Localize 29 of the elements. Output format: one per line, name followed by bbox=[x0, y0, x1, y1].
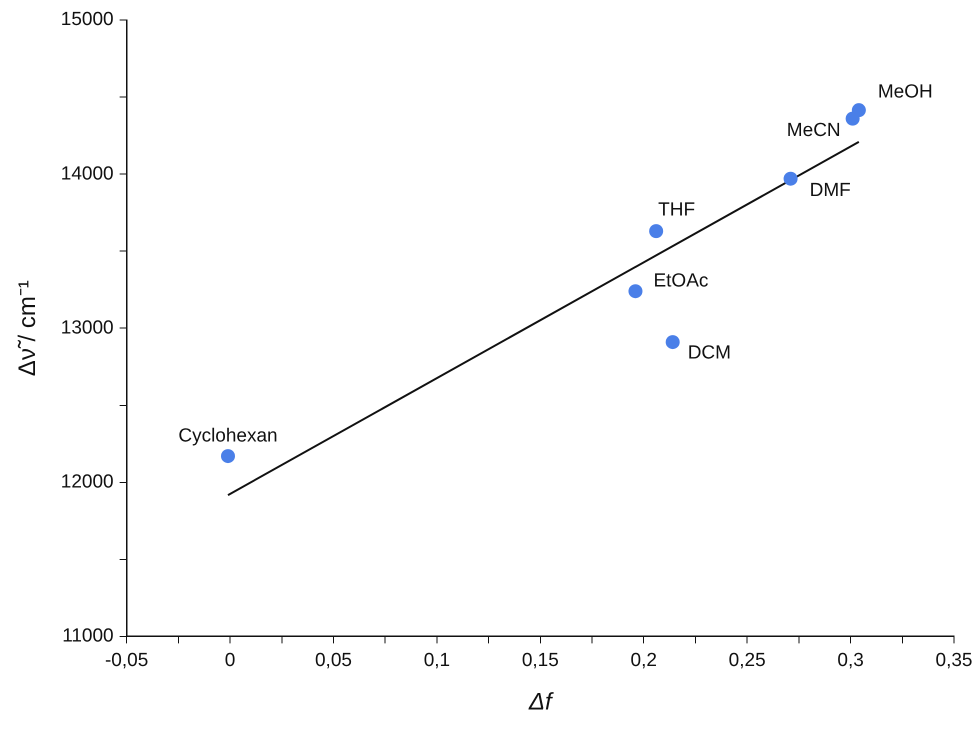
annotation: MeOH bbox=[878, 81, 933, 102]
annotation: THF bbox=[658, 199, 696, 220]
x-tick-label: 0 bbox=[224, 650, 236, 672]
y-tick-label: 14000 bbox=[60, 163, 114, 184]
point bbox=[628, 284, 642, 298]
x-tick-label: 0,1 bbox=[424, 650, 450, 672]
y-tick-label: 11000 bbox=[62, 626, 114, 647]
x-tick-label: 0,15 bbox=[522, 650, 559, 672]
annotation: DMF bbox=[810, 180, 851, 201]
x-tick-label: 0,2 bbox=[630, 650, 657, 672]
x-tick-label: 0,3 bbox=[837, 650, 864, 672]
point bbox=[666, 335, 680, 350]
point bbox=[649, 224, 664, 238]
y-tick-label: 12000 bbox=[60, 472, 114, 493]
x-tick-label: 0,35 bbox=[936, 650, 972, 672]
annotation: MeCN bbox=[786, 120, 841, 141]
point bbox=[784, 172, 798, 186]
x-tick-label: 0,25 bbox=[728, 650, 766, 672]
y-axis-title: Δν̃ / cm⁻¹ bbox=[14, 280, 42, 376]
point bbox=[220, 449, 235, 464]
x-tick-label: 0,05 bbox=[314, 650, 352, 672]
y-tick-label: 13000 bbox=[60, 317, 114, 338]
y-tick-label: 15000 bbox=[60, 9, 114, 30]
x-axis-title: Δf bbox=[528, 688, 554, 716]
annotation: EtOAc bbox=[653, 270, 708, 292]
x-tick-label: -0,05 bbox=[104, 650, 148, 672]
annotation: DCM bbox=[688, 342, 731, 364]
annotation: Cyclohexan bbox=[178, 425, 278, 446]
point bbox=[852, 103, 866, 118]
